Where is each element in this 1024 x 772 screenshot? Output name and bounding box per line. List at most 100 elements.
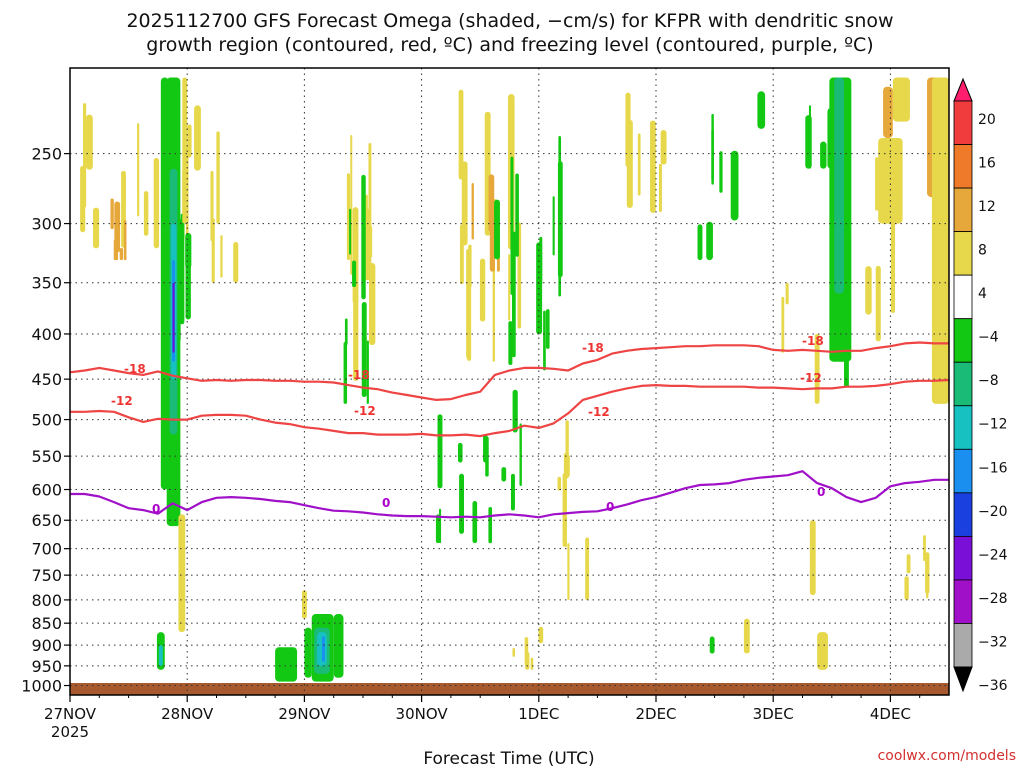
- weak-descent-patch: [220, 235, 223, 278]
- low-level-core: [321, 636, 325, 662]
- colorbar-tick-label: −32: [978, 634, 1008, 650]
- weak-descent-patch: [233, 242, 239, 283]
- colorbar-box: [953, 535, 973, 581]
- colorbar-box: [953, 448, 973, 494]
- moderate-descent-patch: [488, 174, 495, 233]
- colorbar-box: [953, 318, 973, 363]
- weak-descent-patch: [743, 618, 750, 654]
- weak-ascent-patch: [512, 389, 518, 433]
- colorbar-tick-label: −20: [978, 504, 1008, 520]
- contour-label-minus12: -12: [588, 405, 610, 419]
- source-credit: coolwx.com/models: [878, 748, 1016, 764]
- weak-descent-patch: [301, 590, 307, 619]
- contour-label-zero: 0: [382, 496, 390, 510]
- weak-descent-patch: [365, 208, 370, 281]
- x-axis-label: Forecast Time (UTC): [423, 749, 594, 768]
- weak-ascent-patch: [552, 196, 555, 256]
- y-tick-label: 750: [31, 566, 62, 585]
- weak-descent-patch: [660, 129, 667, 165]
- weak-ascent-patch: [472, 501, 478, 544]
- x-tick-label: 29NOV: [278, 705, 331, 723]
- colorbar-tick-label: 12: [978, 199, 996, 215]
- weak-descent-patch: [650, 120, 656, 213]
- x-tick-label: 28NOV: [161, 705, 214, 723]
- contour-label-minus18: -18: [124, 362, 146, 376]
- weak-descent-patch: [369, 226, 373, 258]
- colorbar-tick-label: 4: [978, 286, 987, 302]
- colorbar-box: [953, 579, 973, 624]
- weak-descent-patch: [369, 263, 376, 346]
- weak-ascent-patch: [343, 342, 348, 404]
- y-tick-label: 400: [31, 325, 62, 344]
- weak-ascent-patch: [488, 507, 493, 544]
- weak-ascent-patch: [483, 433, 488, 463]
- contour-label-minus12: -12: [111, 394, 133, 408]
- weak-ascent-patch: [457, 442, 463, 463]
- weak-ascent-patch: [805, 115, 812, 169]
- weak-ascent-patch: [719, 151, 723, 193]
- colorbar-box: [953, 274, 973, 320]
- contour-label-minus18: -18: [582, 341, 604, 355]
- moderate-descent-patch: [123, 220, 127, 261]
- y-tick-label: 850: [31, 614, 62, 633]
- colorbar-top-arrow: [953, 77, 973, 102]
- x-tick-label: 1DEC: [518, 705, 559, 723]
- weak-descent-patch: [153, 157, 160, 249]
- weak-descent-patch: [926, 559, 929, 599]
- weak-descent-patch: [625, 92, 631, 167]
- y-tick-label: 1000: [21, 677, 62, 696]
- colorbar-box: [953, 361, 973, 407]
- y-axis: 250 300 350 400 450 500 550 600 650 700 750 800 850 9…: [21, 145, 70, 696]
- weak-ascent-patch: [344, 318, 348, 346]
- colorbar-box: [953, 187, 973, 233]
- weak-descent-patch: [187, 124, 192, 158]
- terrain-band: [70, 683, 949, 695]
- contour-label-zero: 0: [152, 502, 160, 516]
- weak-ascent-patch: [510, 473, 515, 511]
- weak-descent-patch: [781, 296, 785, 353]
- weak-descent-patch: [892, 77, 910, 122]
- weak-ascent-patch: [459, 473, 464, 534]
- colorbar-tick-label: 8: [978, 243, 987, 259]
- colorbar-tick-label: 20: [978, 112, 996, 128]
- weak-descent-patch: [492, 262, 495, 362]
- weak-descent-patch: [479, 258, 486, 322]
- weak-ascent-patch: [697, 224, 703, 261]
- x-tick-label: 30NOV: [396, 705, 449, 723]
- colorbar-tick-label: 16: [978, 155, 996, 171]
- colorbar-tick-label: −36: [978, 678, 1008, 694]
- weak-descent-patch: [817, 632, 828, 670]
- weak-ascent-patch: [510, 156, 514, 295]
- moderate-descent-patch: [110, 198, 114, 230]
- weak-descent-patch: [194, 105, 201, 171]
- low-level-ascent: [333, 614, 344, 678]
- y-tick-label: 600: [31, 481, 62, 500]
- weak-ascent-patch: [543, 310, 546, 371]
- weak-descent-patch: [85, 114, 93, 170]
- omega-shading: [80, 77, 949, 682]
- weak-descent-patch: [904, 576, 909, 600]
- y-tick-label: 350: [31, 274, 62, 293]
- weak-ascent-patch: [361, 302, 367, 398]
- weak-descent-patch: [353, 290, 359, 381]
- colorbar-tick-label: −24: [978, 547, 1008, 563]
- weak-descent-patch: [878, 137, 903, 224]
- weak-ascent-patch: [820, 141, 827, 169]
- ascent-core: [172, 282, 175, 353]
- weak-ascent-patch: [519, 423, 522, 487]
- weak-descent-patch: [931, 77, 949, 404]
- weak-descent-patch: [875, 157, 879, 211]
- weak-ascent-patch: [508, 321, 513, 366]
- weak-descent-patch: [93, 207, 100, 249]
- isotherm-minus18-contour: [69, 341, 949, 401]
- weak-ascent-patch: [362, 201, 365, 249]
- contour-lines: [69, 341, 950, 519]
- weak-descent-patch: [557, 476, 562, 491]
- weak-ascent-patch: [711, 129, 714, 181]
- weak-descent-patch: [875, 265, 881, 342]
- weak-descent-patch: [458, 89, 464, 180]
- weak-descent-patch: [178, 514, 186, 633]
- weak-descent-patch: [538, 626, 544, 644]
